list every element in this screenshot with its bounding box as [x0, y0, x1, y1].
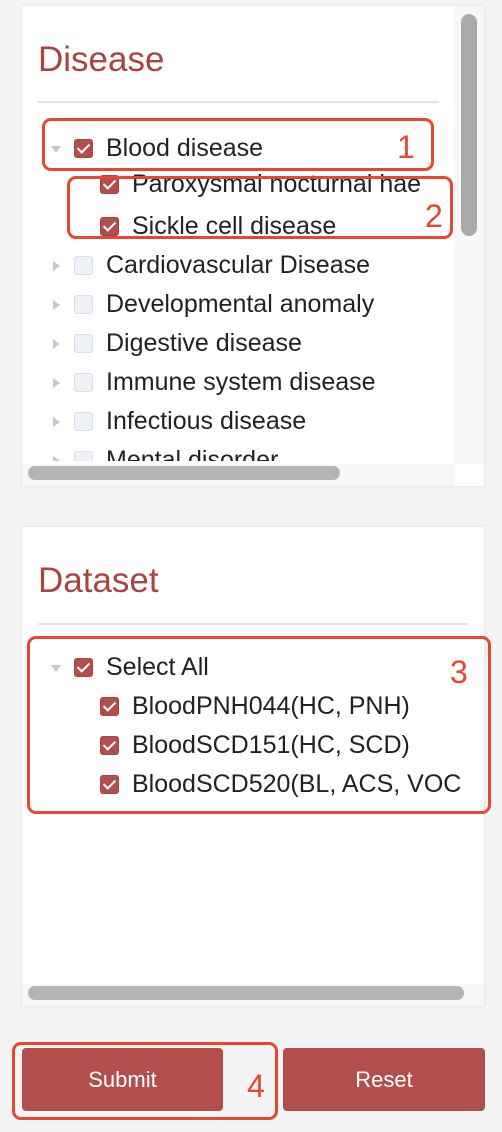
annotation-number-3: 3 — [450, 654, 468, 690]
tree-node-cardiovascular[interactable]: Cardiovascular Disease — [22, 249, 452, 283]
blood-disease-checkbox[interactable] — [74, 139, 93, 158]
digestive-label: Digestive disease — [106, 329, 302, 357]
disease-horizontal-scroll-thumb[interactable] — [28, 466, 340, 480]
chevron-right-icon[interactable] — [53, 456, 60, 461]
digestive-checkbox[interactable] — [74, 334, 93, 353]
annotation-number-1: 1 — [397, 129, 415, 165]
tree-node-pnh[interactable]: Paroxysmal nocturnal hae — [22, 166, 452, 200]
chevron-right-icon[interactable] — [53, 300, 60, 310]
bloodscd520-checkbox[interactable] — [100, 775, 119, 794]
immune-label: Immune system disease — [106, 368, 376, 396]
bloodpnh044-checkbox[interactable] — [100, 697, 119, 716]
tree-node-bloodscd151[interactable]: BloodSCD151(HC, SCD) — [22, 729, 482, 763]
select-all-checkbox[interactable] — [74, 658, 93, 677]
sickle-cell-checkbox[interactable] — [100, 217, 119, 236]
pnh-label: Paroxysmal nocturnal hae — [132, 170, 422, 198]
chevron-right-icon[interactable] — [53, 261, 60, 271]
tree-node-bloodpnh044[interactable]: BloodPNH044(HC, PNH) — [22, 690, 482, 724]
bloodscd151-label: BloodSCD151(HC, SCD) — [132, 731, 410, 759]
dataset-horizontal-scrollbar[interactable] — [22, 984, 484, 1006]
disease-vertical-scroll-thumb[interactable] — [461, 14, 477, 236]
bloodpnh044-label: BloodPNH044(HC, PNH) — [132, 692, 410, 720]
disease-panel: Disease Blood disease Paroxysmal nocturn… — [22, 6, 484, 486]
tree-node-mental[interactable]: Mental disorder — [22, 444, 452, 461]
disease-title: Disease — [38, 40, 165, 79]
dataset-title: Dataset — [38, 561, 159, 600]
chevron-down-icon[interactable] — [51, 665, 61, 672]
sickle-cell-label: Sickle cell disease — [132, 212, 337, 240]
submit-button[interactable]: Submit — [22, 1048, 223, 1111]
disease-tree: Blood disease Paroxysmal nocturnal hae S… — [22, 125, 454, 461]
annotation-box-3 — [27, 636, 491, 814]
cardiovascular-checkbox[interactable] — [74, 256, 93, 275]
annotation-number-2: 2 — [425, 198, 443, 234]
chevron-right-icon[interactable] — [53, 417, 60, 427]
developmental-checkbox[interactable] — [74, 295, 93, 314]
immune-checkbox[interactable] — [74, 373, 93, 392]
select-all-label: Select All — [106, 653, 209, 681]
chevron-down-icon[interactable] — [51, 146, 61, 153]
developmental-label: Developmental anomaly — [106, 290, 375, 318]
blood-disease-label: Blood disease — [106, 134, 264, 162]
dataset-divider — [38, 623, 468, 625]
annotation-box-4 — [12, 1042, 278, 1120]
tree-node-immune[interactable]: Immune system disease — [22, 366, 452, 400]
disease-vertical-scrollbar[interactable] — [454, 6, 484, 464]
annotation-box-1 — [42, 118, 434, 171]
disease-divider — [38, 101, 439, 103]
tree-node-sickle-cell[interactable]: Sickle cell disease — [22, 210, 452, 244]
tree-node-infectious[interactable]: Infectious disease — [22, 405, 452, 439]
annotation-box-2 — [67, 176, 453, 239]
tree-node-bloodscd520[interactable]: BloodSCD520(BL, ACS, VOC — [22, 768, 482, 802]
tree-node-blood-disease[interactable]: Blood disease — [22, 132, 452, 166]
infectious-label: Infectious disease — [106, 407, 307, 435]
pnh-checkbox[interactable] — [100, 175, 119, 194]
disease-horizontal-scrollbar[interactable] — [22, 464, 454, 486]
bloodscd520-label: BloodSCD520(BL, ACS, VOC — [132, 770, 462, 798]
tree-node-digestive[interactable]: Digestive disease — [22, 327, 452, 361]
chevron-right-icon[interactable] — [53, 378, 60, 388]
chevron-right-icon[interactable] — [53, 339, 60, 349]
dataset-horizontal-scroll-thumb[interactable] — [28, 986, 464, 1000]
annotation-number-4: 4 — [247, 1068, 265, 1104]
tree-node-select-all[interactable]: Select All — [22, 651, 482, 685]
bloodscd151-checkbox[interactable] — [100, 736, 119, 755]
cardiovascular-label: Cardiovascular Disease — [106, 251, 371, 279]
infectious-checkbox[interactable] — [74, 412, 93, 431]
reset-button[interactable]: Reset — [283, 1048, 485, 1111]
mental-checkbox[interactable] — [74, 451, 93, 461]
dataset-panel: Dataset Select All BloodPNH044(HC, PNH) … — [22, 527, 484, 1006]
tree-node-developmental[interactable]: Developmental anomaly — [22, 288, 452, 322]
mental-label: Mental disorder — [106, 446, 279, 461]
